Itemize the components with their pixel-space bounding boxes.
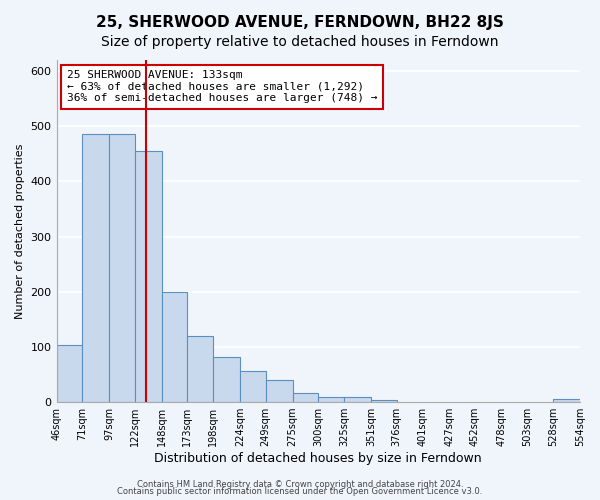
Text: Contains public sector information licensed under the Open Government Licence v3: Contains public sector information licen… [118,488,482,496]
Bar [187,336,213,402]
Bar [135,151,161,402]
Text: Size of property relative to detached houses in Ferndown: Size of property relative to detached ho… [101,35,499,49]
Bar [240,370,266,402]
Y-axis label: Number of detached properties: Number of detached properties [15,144,25,318]
Bar [293,394,318,402]
Text: 25 SHERWOOD AVENUE: 133sqm
← 63% of detached houses are smaller (1,292)
36% of s: 25 SHERWOOD AVENUE: 133sqm ← 63% of deta… [67,70,377,104]
Bar [213,357,240,402]
Bar [82,134,109,402]
Text: Contains HM Land Registry data © Crown copyright and database right 2024.: Contains HM Land Registry data © Crown c… [137,480,463,489]
Bar [56,346,82,402]
Bar [109,134,135,402]
Bar [266,380,293,402]
X-axis label: Distribution of detached houses by size in Ferndown: Distribution of detached houses by size … [154,452,482,465]
Bar [371,400,397,402]
Bar [161,292,187,402]
Bar [553,400,580,402]
Bar [318,396,344,402]
Text: 25, SHERWOOD AVENUE, FERNDOWN, BH22 8JS: 25, SHERWOOD AVENUE, FERNDOWN, BH22 8JS [96,15,504,30]
Bar [344,396,371,402]
